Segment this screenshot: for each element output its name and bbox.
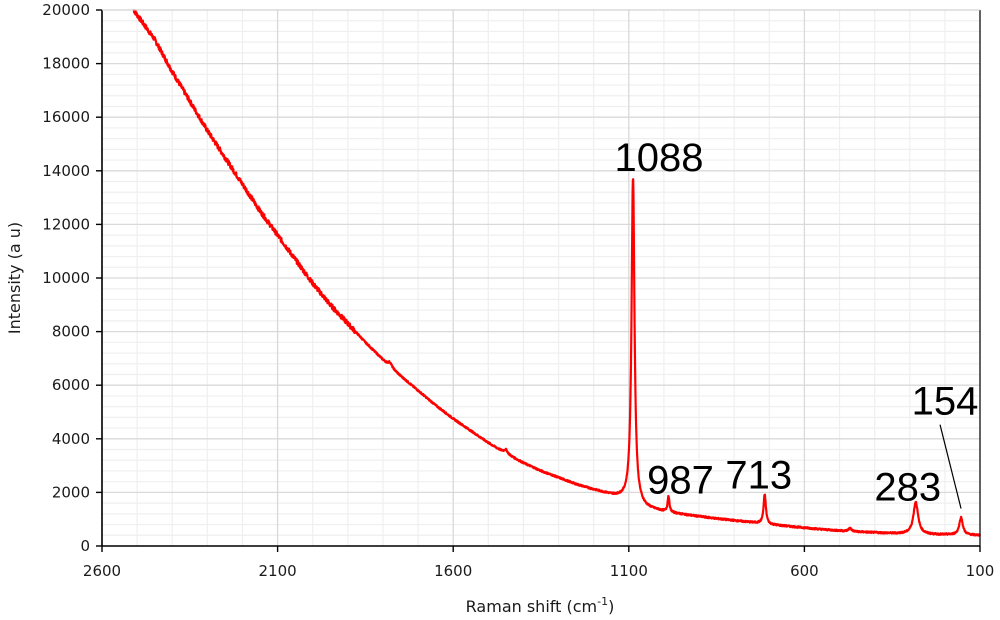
x-tick-label: 1100: [610, 562, 648, 580]
x-axis-title-superscript: -1: [597, 595, 608, 608]
y-tick-label: 4000: [52, 430, 90, 448]
y-tick-label: 0: [80, 537, 90, 555]
y-axis-title: Intensity (a u): [5, 222, 24, 334]
y-tick-label: 8000: [52, 323, 90, 341]
x-axis-title-close: ): [608, 597, 614, 616]
x-tick-label: 2100: [259, 562, 297, 580]
y-tick-label: 10000: [42, 269, 90, 287]
y-tick-label: 12000: [42, 215, 90, 233]
peak-label-154: 154: [912, 380, 979, 424]
peak-label-987: 987: [647, 459, 714, 503]
peak-label-1088: 1088: [615, 136, 704, 180]
y-tick-label: 20000: [42, 1, 90, 19]
x-axis-title: Raman shift (cm-1): [466, 595, 615, 616]
y-tick-label: 6000: [52, 376, 90, 394]
x-tick-label: 1600: [434, 562, 472, 580]
x-tick-label: 600: [790, 562, 819, 580]
spectrum-line: [132, 8, 981, 537]
y-tick-label: 18000: [42, 55, 90, 73]
major-gridlines: [101, 9, 981, 547]
x-axis-ticks: 2600 2100 1600 1100 600 100: [83, 546, 994, 580]
x-tick-label: 100: [966, 562, 995, 580]
y-axis-ticks: 0 2000 4000 6000 8000 10000 12000 14000 16000 180…: [42, 1, 102, 555]
leader-line-154: [939, 424, 962, 509]
y-tick-label: 14000: [42, 162, 90, 180]
peak-annotations: 1088 987 713 283 154: [615, 136, 979, 510]
x-tick-label: 2600: [83, 562, 121, 580]
y-tick-label: 2000: [52, 483, 90, 501]
peak-label-283: 283: [874, 465, 941, 509]
axes: [101, 9, 981, 547]
peak-label-713: 713: [725, 453, 792, 497]
y-tick-label: 16000: [42, 108, 90, 126]
spectrum-polyline: [132, 8, 981, 537]
x-axis-title-main: Raman shift (cm: [466, 597, 597, 616]
